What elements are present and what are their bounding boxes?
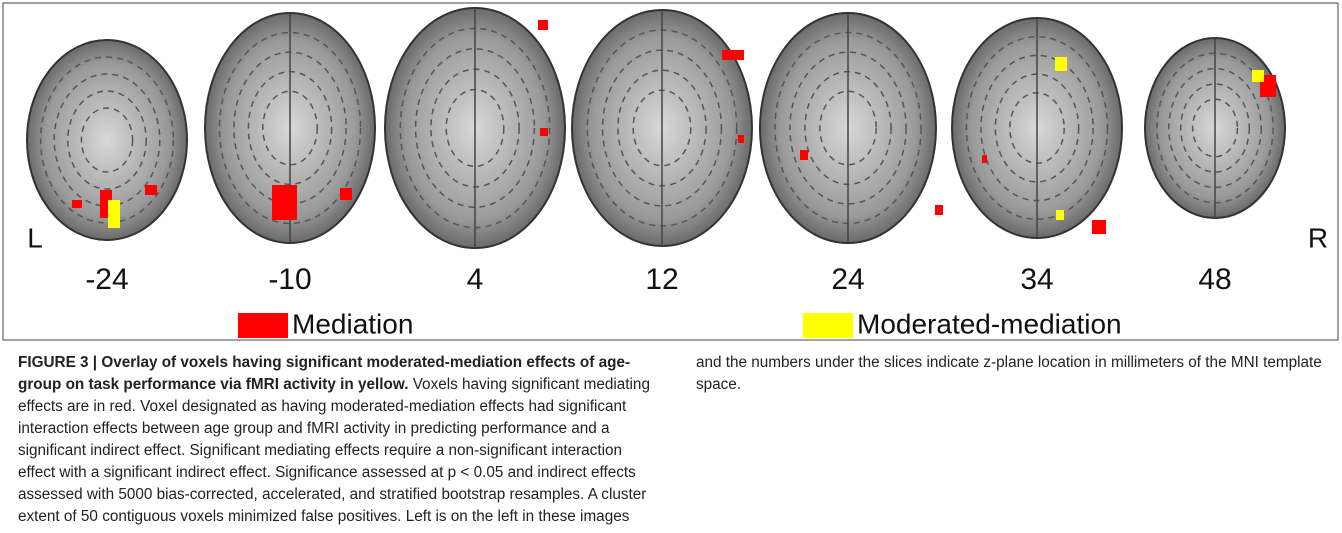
slice-label: 48 <box>1198 263 1231 296</box>
slice-label: 34 <box>1020 263 1053 296</box>
activation <box>722 50 744 60</box>
caption: FIGURE 3 | Overlay of voxels having sign… <box>18 352 1330 528</box>
brain-slices <box>27 8 1285 248</box>
activation <box>145 185 157 195</box>
activation <box>108 200 120 228</box>
legend-swatch <box>238 313 288 338</box>
activation <box>1056 210 1064 220</box>
legend-label: Moderated-mediation <box>857 308 1122 339</box>
activation <box>538 20 548 30</box>
activation <box>738 135 744 143</box>
activation <box>1055 57 1067 71</box>
activation <box>540 128 548 136</box>
activation <box>800 150 808 160</box>
figure: L R -24 -10 4 12 24 34 48 Mediation Moderated-… <box>0 0 1342 350</box>
left-label: L <box>27 222 43 253</box>
activation <box>272 185 297 220</box>
legend-swatch <box>803 313 853 338</box>
slice-label: -24 <box>85 263 128 296</box>
slice-labels: -24 -10 4 12 24 34 48 <box>85 263 1231 296</box>
activation <box>982 155 987 163</box>
slice-label: -10 <box>268 263 311 296</box>
page: L R -24 -10 4 12 24 34 48 Mediation Moderated-… <box>0 0 1342 533</box>
slice-label: 24 <box>831 263 864 296</box>
activation <box>1092 220 1106 234</box>
activation <box>1252 70 1264 82</box>
legend-label: Mediation <box>292 308 413 339</box>
slice-label: 4 <box>467 263 484 296</box>
activation <box>340 188 352 200</box>
activation <box>935 205 943 215</box>
activation <box>72 200 82 208</box>
right-label: R <box>1308 222 1328 253</box>
slice-label: 12 <box>645 263 678 296</box>
